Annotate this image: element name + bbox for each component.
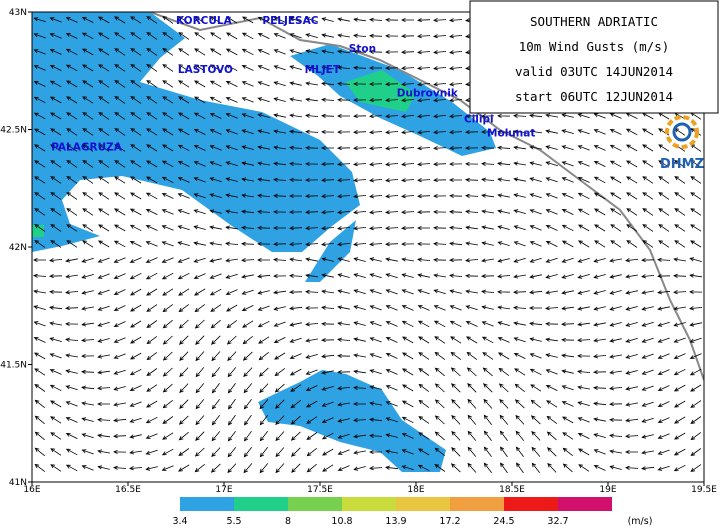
title-frame — [469, 0, 719, 114]
colorbar-swatch — [450, 497, 504, 511]
x-tick-label: 17.5E — [307, 485, 333, 495]
place-label: KORCULA — [176, 15, 233, 27]
title-line: start 06UTC 12JUN2014 — [515, 89, 673, 104]
colorbar-swatch — [558, 497, 612, 511]
gust-area — [345, 70, 416, 112]
colorbar-label: 32.7 — [547, 516, 568, 527]
gust-area — [32, 12, 360, 252]
wind-arrows — [33, 16, 703, 474]
y-tick-label: 42N — [9, 243, 27, 253]
colorbar-unit: (m/s) — [628, 516, 653, 527]
gust-area — [32, 225, 44, 237]
x-tick-label: 17E — [215, 485, 232, 495]
colorbar-label: 8 — [285, 516, 291, 527]
colorbar-label: 24.5 — [493, 516, 514, 527]
logo-text: DHMZ — [660, 157, 704, 172]
colorbar-swatch — [504, 497, 558, 511]
colorbar-swatch — [180, 497, 234, 511]
colorbar-swatch — [342, 497, 396, 511]
y-tick-label: 43N — [9, 8, 27, 18]
title-line: SOUTHERN ADRIATIC — [530, 14, 658, 29]
logo: DHMZ — [660, 115, 704, 172]
place-label: LASTOVO — [178, 64, 233, 76]
place-label: Molunat — [487, 128, 535, 140]
gust-area — [258, 370, 446, 472]
colorbar-label: 5.5 — [226, 516, 241, 527]
title-line: 10m Wind Gusts (m/s) — [519, 39, 670, 54]
colorbar-swatch — [396, 497, 450, 511]
gust-area — [305, 220, 356, 282]
place-label: MLJET — [305, 64, 341, 76]
x-tick-label: 19.5E — [691, 485, 717, 495]
x-tick-label: 16.5E — [115, 485, 141, 495]
y-tick-label: 42.5N — [0, 126, 27, 136]
logo-mark — [665, 115, 699, 149]
title-box: SOUTHERN ADRIATIC 10m Wind Gusts (m/s) val… — [469, 0, 719, 114]
title-line: valid 03UTC 14JUN2014 — [515, 64, 673, 79]
colorbar-label: 13.9 — [385, 516, 406, 527]
place-label: Cilipi — [464, 113, 494, 125]
x-tick-label: 18.5E — [499, 485, 525, 495]
place-label: Ston — [349, 43, 376, 55]
gust-area — [160, 56, 242, 84]
x-tick-label: 18E — [407, 485, 424, 495]
colorbar-label: 17.2 — [439, 516, 460, 527]
place-label: PALAGRUZA — [51, 142, 123, 154]
y-tick-label: 41N — [9, 478, 27, 488]
x-tick-label: 16E — [23, 485, 40, 495]
logo-mark — [672, 122, 692, 142]
colorbar-swatch — [234, 497, 288, 511]
place-label: Dubrovnik — [397, 88, 459, 100]
colorbar-label: 3.4 — [172, 516, 187, 527]
colorbar-label: 10.8 — [331, 516, 352, 527]
colorbar-swatch — [288, 497, 342, 511]
wind-arrow-field — [33, 16, 703, 474]
place-label: PELJESAC — [262, 15, 318, 27]
y-tick-label: 41.5N — [0, 361, 27, 371]
x-tick-label: 19E — [599, 485, 616, 495]
